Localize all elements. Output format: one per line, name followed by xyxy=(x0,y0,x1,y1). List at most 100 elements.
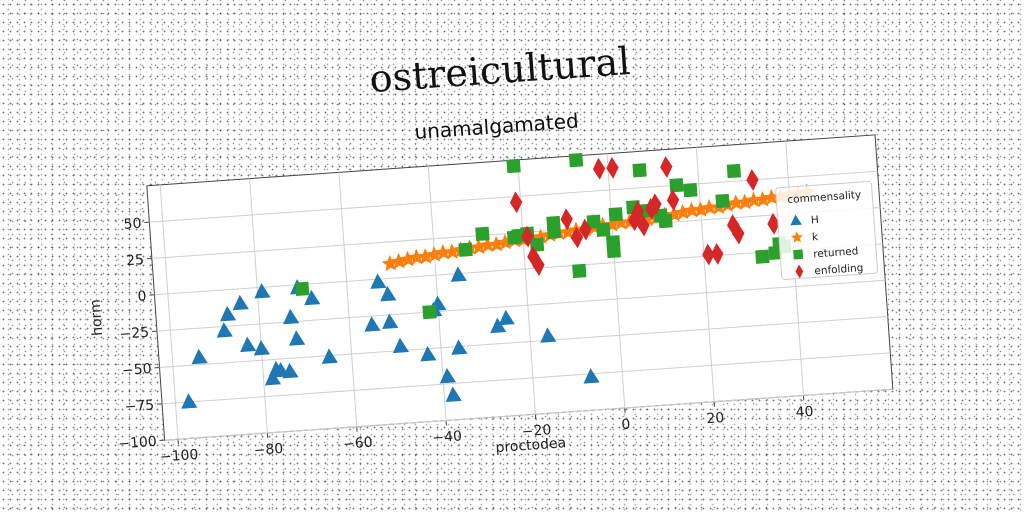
triangle-point xyxy=(370,273,387,289)
triangle-point xyxy=(181,393,198,409)
square-point xyxy=(596,222,611,237)
square-point xyxy=(475,226,490,242)
legend-entry-label: returned xyxy=(813,245,859,260)
series-enfolding xyxy=(509,156,780,276)
diamond-point xyxy=(631,200,645,223)
diamond-point xyxy=(660,156,673,178)
square-point xyxy=(546,224,562,239)
triangle-point xyxy=(450,266,467,282)
legend-square-icon xyxy=(793,249,804,260)
triangle-point xyxy=(451,339,468,355)
legend: commensality Hk returned enfolding xyxy=(775,180,878,281)
triangle-point xyxy=(583,368,600,384)
legend-entry-label: H xyxy=(810,214,819,227)
x-tick-label: −60 xyxy=(343,435,374,453)
square-point xyxy=(715,193,730,209)
diamond-point xyxy=(767,212,780,235)
square-point xyxy=(295,281,310,296)
tick-labels: −100 −80 −60 −40 −20 0 20 40 −100 −75 −50 −25 0 25 50 xyxy=(118,216,814,466)
diamond-point xyxy=(521,225,534,248)
diamond-point xyxy=(579,218,592,241)
triangle-point xyxy=(232,294,249,311)
square-point xyxy=(608,207,623,222)
diamond-point xyxy=(711,243,724,265)
square-point xyxy=(458,242,473,257)
square-point xyxy=(568,152,584,168)
square-point xyxy=(755,249,770,264)
triangle-point xyxy=(540,327,557,343)
diamond-point xyxy=(649,193,662,216)
y-tick-label: 25 xyxy=(126,252,145,269)
square-point xyxy=(683,182,698,198)
triangle-point xyxy=(304,289,321,306)
chart-title: ostreicultural xyxy=(368,39,632,101)
triangle-point xyxy=(392,337,409,354)
square-point xyxy=(632,163,647,178)
y-grid-line xyxy=(162,352,891,405)
triangle-point xyxy=(439,367,457,384)
diamond-point xyxy=(732,222,745,245)
square-point xyxy=(572,263,587,279)
diamond-point xyxy=(702,243,715,266)
diamond-point xyxy=(532,254,545,276)
y-axis-label: horm xyxy=(88,299,107,337)
y-tick-label: 0 xyxy=(137,288,147,305)
x-tick-label: −100 xyxy=(159,447,198,466)
diamond-point xyxy=(746,169,759,191)
square-point xyxy=(506,158,521,174)
y-tick-label: −75 xyxy=(124,397,155,415)
triangle-point xyxy=(240,336,257,353)
x-grid-line xyxy=(606,153,626,409)
legend-entry-label: k xyxy=(812,231,820,243)
x-grid-line xyxy=(249,178,268,434)
y-tick-label: −50 xyxy=(122,361,153,379)
chart-subtitle: unamalgamated xyxy=(414,109,580,144)
diamond-point xyxy=(509,191,523,214)
triangle-point xyxy=(321,348,338,364)
square-point xyxy=(422,304,437,320)
x-tick-label: 20 xyxy=(706,410,725,427)
diamond-point xyxy=(560,208,573,231)
x-tick-label: 0 xyxy=(621,417,631,434)
triangle-point xyxy=(380,285,397,302)
diamond-point xyxy=(592,157,606,180)
triangle-point xyxy=(253,340,270,356)
data-points xyxy=(181,152,816,409)
triangle-point xyxy=(216,322,233,338)
triangle-point xyxy=(445,386,462,402)
triangle-point xyxy=(282,362,299,379)
series-returned xyxy=(295,152,792,320)
legend-title: commensality xyxy=(787,189,862,206)
square-point xyxy=(669,178,684,193)
x-grid-line xyxy=(695,147,715,402)
legend-star-icon xyxy=(790,231,803,243)
square-point xyxy=(658,213,673,229)
diamond-point xyxy=(666,189,680,212)
x-grid-line xyxy=(159,184,179,440)
diamond-point xyxy=(637,214,650,237)
y-tick-label: −100 xyxy=(118,434,157,453)
diamond-point xyxy=(570,226,584,249)
x-tick-label: −80 xyxy=(253,441,284,459)
plot-area: unamalgamated −100 −80 −60 −40 −20 0 20 40−100−… xyxy=(88,109,894,466)
legend-entries: Hk returned enfolding xyxy=(790,214,864,279)
x-axis-label: proctodea xyxy=(495,435,567,456)
x-grid-line xyxy=(338,172,358,427)
triangle-point xyxy=(289,330,306,346)
y-grid-line xyxy=(159,316,888,368)
triangle-point xyxy=(283,308,300,325)
triangle-point xyxy=(498,309,515,326)
y-grid-line xyxy=(156,279,886,332)
y-tick-label: 50 xyxy=(123,216,142,233)
triangle-point xyxy=(382,313,399,330)
triangle-point xyxy=(220,305,237,322)
square-point xyxy=(726,163,742,179)
triangle-point xyxy=(364,316,381,332)
x-tick-label: 40 xyxy=(795,404,814,421)
diamond-point xyxy=(606,156,619,179)
legend-entry-label: enfolding xyxy=(814,262,864,277)
triangle-point xyxy=(254,283,271,299)
y-tick-label: −25 xyxy=(119,325,150,343)
